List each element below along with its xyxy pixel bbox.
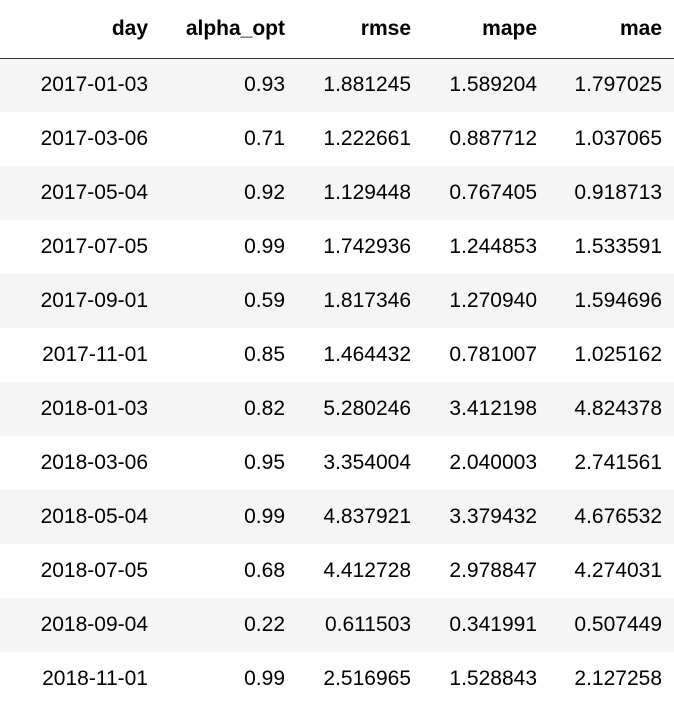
mae-cell: 1.037065 (574, 127, 662, 150)
mae-cell: 4.824378 (574, 397, 662, 420)
mape-cell: 1.244853 (449, 235, 537, 258)
table-row: 2018-01-03 0.82 5.280246 3.412198 4.824378 (0, 382, 674, 436)
rmse-cell: 1.129448 (323, 181, 411, 204)
rmse-cell: 3.354004 (323, 451, 411, 474)
table-row: 2017-05-04 0.92 1.129448 0.767405 0.918713 (0, 166, 674, 220)
mape-cell: 2.040003 (449, 451, 537, 474)
mae-cell: 2.127258 (574, 667, 662, 690)
rmse-cell: 1.817346 (323, 289, 411, 312)
rmse-cell: 1.464432 (323, 343, 411, 366)
mae-cell: 0.507449 (574, 613, 662, 636)
alpha-opt-cell: 0.99 (244, 235, 285, 258)
rmse-cell: 0.611503 (324, 613, 411, 636)
mape-cell: 3.412198 (449, 397, 537, 420)
column-header-rmse: rmse (297, 0, 423, 59)
mape-cell: 0.887712 (449, 127, 537, 150)
table-row: 2017-03-06 0.71 1.222661 0.887712 1.037065 (0, 112, 674, 166)
rmse-cell: 1.222661 (323, 127, 411, 150)
alpha-opt-cell: 0.92 (244, 181, 285, 204)
table-header: day alpha_opt rmse mape mae (0, 0, 674, 59)
column-header-day: day (0, 0, 160, 59)
alpha-opt-cell: 0.99 (244, 505, 285, 528)
mae-cell: 1.025162 (574, 343, 662, 366)
day-cell: 2018-03-06 (40, 451, 148, 474)
column-header-mape: mape (423, 0, 549, 59)
mape-cell: 1.528843 (449, 667, 537, 690)
column-header-alpha-opt: alpha_opt (160, 0, 297, 59)
mae-cell: 0.918713 (574, 181, 662, 204)
mae-cell: 1.533591 (574, 235, 662, 258)
table-row: 2018-09-04 0.22 0.611503 0.341991 0.507449 (0, 598, 674, 652)
alpha-opt-cell: 0.99 (244, 667, 285, 690)
table-row: 2018-07-05 0.68 4.412728 2.978847 4.274031 (0, 544, 674, 598)
day-cell: 2017-05-04 (40, 181, 148, 204)
alpha-opt-cell: 0.95 (244, 451, 285, 474)
rmse-cell: 4.412728 (323, 559, 411, 582)
day-cell: 2018-07-05 (40, 559, 148, 582)
mape-cell: 1.589204 (449, 73, 537, 97)
mape-cell: 3.379432 (449, 505, 537, 528)
rmse-cell: 1.742936 (323, 235, 411, 258)
rmse-cell: 1.881245 (323, 73, 411, 97)
mape-cell: 0.341991 (449, 613, 537, 636)
alpha-opt-cell: 0.59 (244, 289, 285, 312)
day-cell: 2017-07-05 (40, 235, 148, 258)
day-cell: 2017-09-01 (40, 289, 148, 312)
table-row: 2017-01-03 0.93 1.881245 1.589204 1.797025 (0, 58, 674, 112)
mape-cell: 0.781007 (449, 343, 537, 366)
day-cell: 2017-03-06 (40, 127, 148, 150)
table-row: 2018-11-01 0.99 2.516965 1.528843 2.127258 (0, 652, 674, 706)
table-row: 2018-03-06 0.95 3.354004 2.040003 2.741561 (0, 436, 674, 490)
mae-cell: 4.274031 (574, 559, 662, 582)
alpha-opt-cell: 0.93 (244, 73, 285, 97)
alpha-opt-cell: 0.71 (244, 127, 285, 150)
mae-cell: 4.676532 (574, 505, 662, 528)
day-cell: 2018-09-04 (40, 613, 148, 636)
mape-cell: 2.978847 (449, 559, 537, 582)
table-body: 2017-01-03 0.93 1.881245 1.589204 1.797025 20… (0, 58, 674, 706)
column-header-mae: mae (549, 0, 674, 59)
mape-cell: 1.270940 (449, 289, 537, 312)
alpha-opt-cell: 0.85 (244, 343, 285, 366)
day-cell: 2017-11-01 (42, 343, 148, 366)
day-cell: 2018-05-04 (40, 505, 148, 528)
rmse-cell: 2.516965 (323, 667, 411, 690)
day-cell: 2018-11-01 (42, 667, 148, 690)
rmse-cell: 5.280246 (323, 397, 411, 420)
mape-cell: 0.767405 (449, 181, 537, 204)
mae-cell: 1.594696 (574, 289, 662, 312)
table-row: 2017-07-05 0.99 1.742936 1.244853 1.533591 (0, 220, 674, 274)
mae-cell: 1.797025 (574, 73, 662, 97)
day-cell: 2017-01-03 (40, 73, 148, 97)
table-row: 2017-11-01 0.85 1.464432 0.781007 1.025162 (0, 328, 674, 382)
alpha-opt-cell: 0.22 (244, 613, 285, 636)
alpha-opt-cell: 0.68 (244, 559, 285, 582)
header-row: day alpha_opt rmse mape mae (0, 0, 674, 59)
day-cell: 2018-01-03 (40, 397, 148, 420)
alpha-opt-cell: 0.82 (244, 397, 285, 420)
mae-cell: 2.741561 (574, 451, 662, 474)
table-row: 2018-05-04 0.99 4.837921 3.379432 4.676532 (0, 490, 674, 544)
table-row: 2017-09-01 0.59 1.817346 1.270940 1.594696 (0, 274, 674, 328)
rmse-cell: 4.837921 (323, 505, 411, 528)
